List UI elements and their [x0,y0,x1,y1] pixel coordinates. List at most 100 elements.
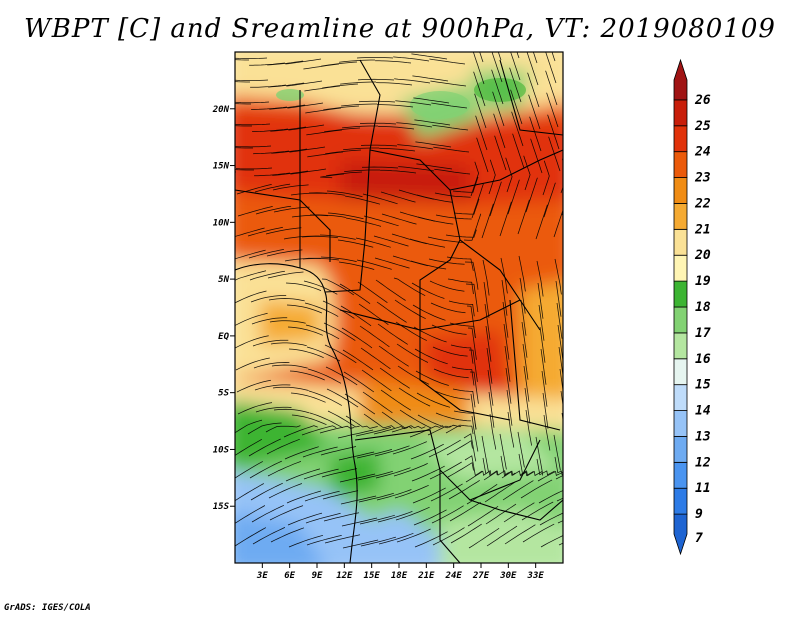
streamline [520,299,527,336]
streamline [518,255,526,292]
streamline [357,281,388,304]
colorbar-label: 17 [695,326,711,341]
streamline [484,303,491,340]
streamline [323,105,360,111]
streamline [546,92,559,128]
streamline [290,392,326,403]
streamline [470,393,477,430]
streamline [541,370,548,407]
streamline [396,528,431,543]
streamline [536,260,544,297]
streamline [506,389,513,426]
streamline [357,470,394,481]
streamline [342,125,378,129]
colorbar-swatch [673,280,688,308]
streamline [373,235,409,247]
streamline [254,183,291,193]
streamline [500,455,516,477]
streamline [512,133,525,169]
streamline [306,535,342,546]
streamline [343,147,379,151]
streamline [452,388,476,408]
streamline [325,149,362,155]
streamline [253,362,290,369]
colorbar-label: 16 [695,352,711,367]
streamline [378,345,409,367]
colorbar-swatch [673,306,688,334]
streamline [196,80,232,84]
streamline [415,141,452,148]
streamline [538,304,545,341]
streamline [507,411,515,448]
streamline [251,504,285,523]
streamline [473,71,486,107]
streamline [518,453,534,477]
streamline [235,335,269,349]
streamline [525,409,532,446]
streamline [320,256,357,262]
streamline [474,93,487,129]
streamline [272,170,309,176]
lon-tick-label: 15E [364,571,381,581]
streamline [356,449,393,459]
colorbar-label: 22 [694,196,711,211]
colorbar-swatch [673,254,688,282]
lat-tick-label: EQ [218,332,229,342]
streamline [237,206,273,217]
colorbar-swatch [673,384,688,411]
streamline [463,213,482,241]
streamline [445,229,477,238]
streamline [554,258,562,295]
streamline [357,78,395,81]
streamline [270,527,305,543]
streamline [273,408,310,414]
streamline [360,347,391,370]
streamline [267,60,304,66]
streamline [539,512,563,526]
streamline [375,467,411,479]
streamline [378,126,415,130]
lat-tick-label: 5N [218,275,229,285]
streamline [324,127,361,133]
streamline [463,433,477,462]
streamline [485,503,517,525]
streamline [247,226,283,237]
streamline [288,348,324,359]
streamline [251,106,288,110]
streamline [509,67,522,103]
streamline [235,145,272,148]
streamline [235,123,271,126]
streamline [267,271,304,279]
streamline [235,59,249,61]
streamline [288,124,325,131]
streamline [485,325,492,362]
streamline [235,438,262,456]
streamline [322,490,359,500]
streamline [307,368,342,384]
streamline [435,412,471,422]
streamline [272,386,309,391]
lon-tick-label: 24E [445,571,463,581]
streamline [324,344,357,364]
streamline [343,371,375,393]
streamline [252,339,289,347]
streamline [527,72,540,108]
streamline [471,415,479,452]
streamline [487,369,494,406]
lat-tick-label: 5S [218,389,229,399]
streamline [479,52,484,63]
streamline [374,257,410,269]
colorbar-swatch [673,332,688,360]
streamline [532,52,538,64]
lat-tick-label: 10N [213,218,230,228]
streamline [338,261,375,270]
streamline [291,214,328,218]
streamline [248,249,284,259]
streamline [491,69,504,105]
country-borders [235,59,563,563]
colorbar-swatch [673,125,688,153]
streamline [342,349,374,371]
streamline [482,259,490,296]
streamline [326,190,363,198]
streamline [520,479,553,499]
